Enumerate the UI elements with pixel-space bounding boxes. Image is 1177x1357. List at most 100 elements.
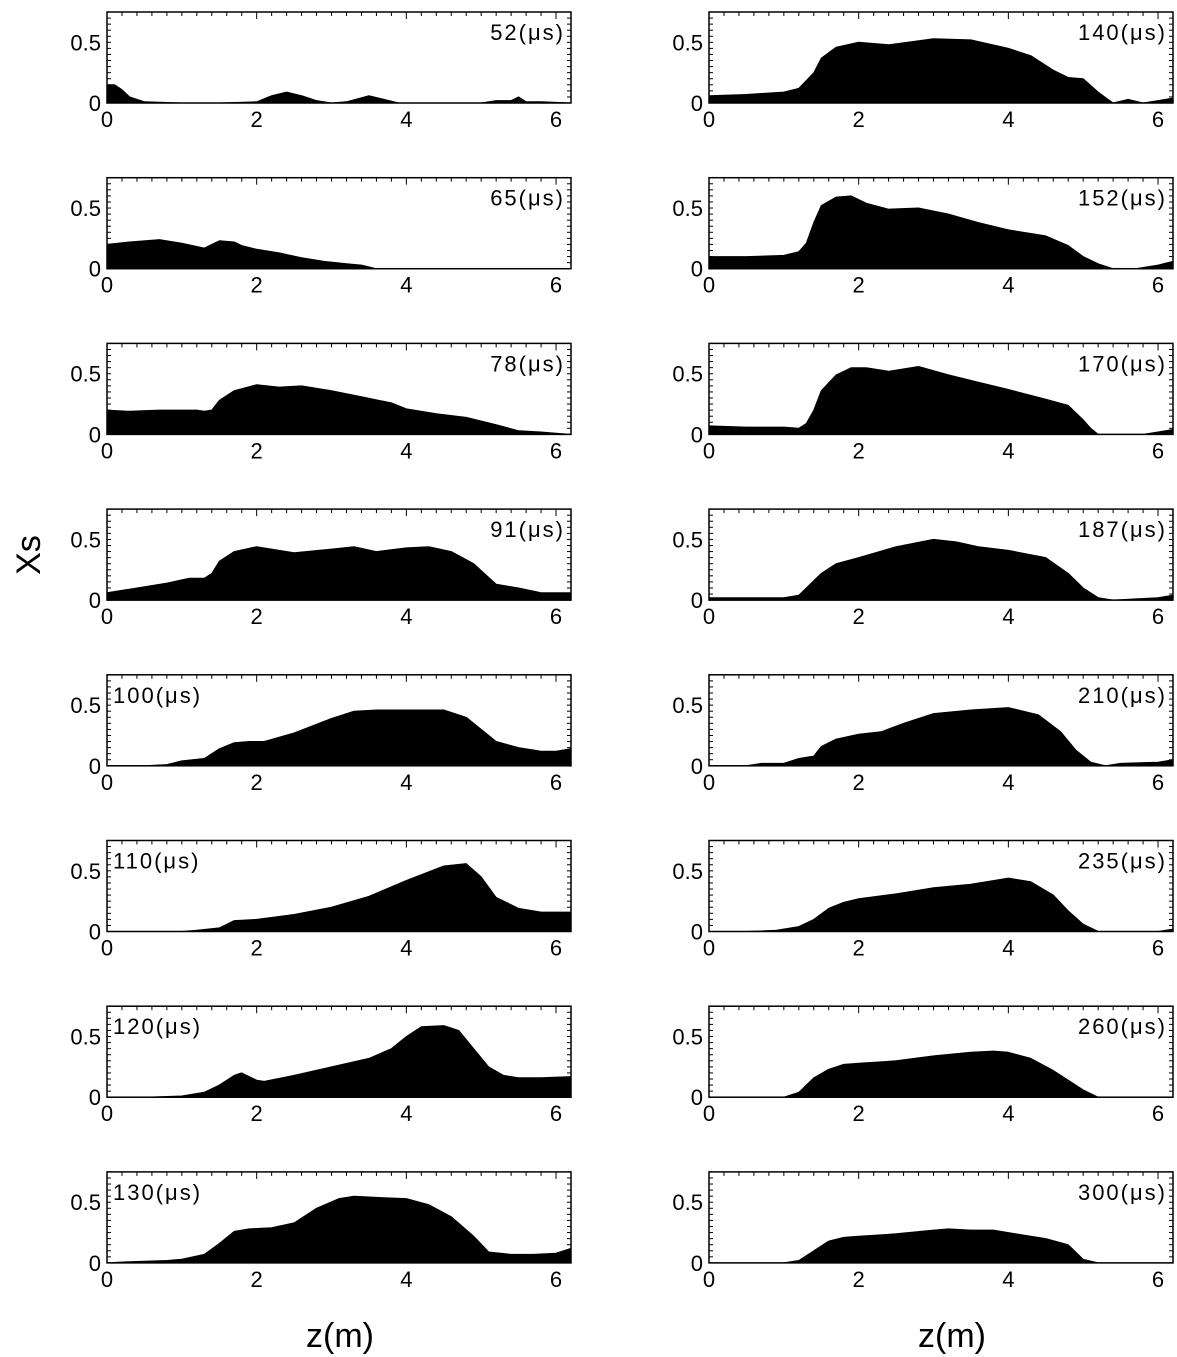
panel-10: 0 2 4 6 0 0.5 152(μs) [672,176,1174,298]
y-tick-label: 0.5 [70,693,101,718]
y-tick-label: 0.5 [672,859,703,884]
time-label: 260(μs) [1078,1014,1167,1039]
x-tick-label: 0 [703,1101,715,1126]
y-tick-label: 0.5 [70,527,101,552]
y-tick-label: 0 [691,257,703,282]
y-tick-label: 0.5 [672,1025,703,1050]
plot-frame [708,11,1174,104]
x-tick-label: 4 [400,936,412,961]
x-tick-label: 0 [101,1267,113,1292]
x-tick-label: 6 [550,273,562,298]
area-fill [708,877,1174,932]
y-tick-label: 0 [89,588,101,613]
time-label: 152(μs) [1078,186,1167,211]
x-tick-label: 0 [703,438,715,463]
x-tick-label: 4 [400,273,412,298]
x-tick-label: 6 [1152,438,1164,463]
x-tick-label: 6 [1152,936,1164,961]
y-tick-label: 0 [89,754,101,779]
area-fill [106,546,572,601]
panels: 0 2 4 6 0 0.5 52(μs) 0 2 4 6 0 0.5 65(μs) 0 2 4 6 0 0.5 78(μ… [70,11,1174,1292]
y-tick-label: 0.5 [672,527,703,552]
panel-12: 0 2 4 6 0 0.5 187(μs) [672,508,1174,629]
area-fill [106,239,572,270]
x-tick-label: 0 [703,1267,715,1292]
x-tick-label: 2 [853,1267,865,1292]
y-tick-label: 0.5 [70,30,101,55]
panel-16: 0 2 4 6 0 0.5 300(μs) [672,1171,1174,1292]
x-tick-label: 0 [101,273,113,298]
y-tick-label: 0.5 [672,196,703,221]
plot-frame [106,342,572,436]
y-tick-label: 0.5 [70,859,101,884]
y-tick-label: 0 [691,1085,703,1110]
x-tick-label: 0 [101,438,113,463]
x-tick-label: 2 [251,1267,263,1292]
plot-frame [106,674,572,767]
x-tick-label: 4 [1002,770,1014,795]
plot-frame [708,1171,1174,1264]
panel-4: 0 2 4 6 0 0.5 91(μs) [70,508,572,629]
x-tick-label: 6 [550,438,562,463]
x-tick-label: 2 [853,438,865,463]
area-fill [708,1050,1174,1098]
x-tick-label: 4 [1002,604,1014,629]
y-tick-label: 0 [89,920,101,945]
y-tick-label: 0 [691,588,703,613]
time-label: 110(μs) [113,849,200,874]
area-fill [106,709,572,767]
plot-frame [106,11,572,104]
x-tick-label: 0 [101,107,113,132]
y-tick-label: 0 [89,1085,101,1110]
panel-1: 0 2 4 6 0 0.5 52(μs) [70,11,572,132]
panel-15: 0 2 4 6 0 0.5 260(μs) [672,1005,1174,1126]
x-tick-label: 2 [853,770,865,795]
time-label: 78(μs) [490,351,565,376]
area-fill [708,538,1174,601]
time-label: 235(μs) [1078,849,1167,874]
time-label: 187(μs) [1078,517,1167,542]
y-tick-label: 0.5 [70,196,101,221]
x-tick-label: 0 [703,273,715,298]
area-fill [106,84,572,104]
plot-frame [708,508,1174,601]
plot-frame [106,508,572,601]
y-tick-label: 0 [89,257,101,282]
panel-3: 0 2 4 6 0 0.5 78(μs) [70,342,572,463]
x-tick-label: 4 [400,107,412,132]
x-tick-label: 4 [1002,107,1014,132]
time-label: 210(μs) [1078,683,1167,708]
area-fill [106,1195,572,1264]
x-tick-label: 4 [1002,1267,1014,1292]
time-label: 52(μs) [490,20,565,45]
x-tick-label: 0 [703,107,715,132]
x-tick-label: 2 [251,273,263,298]
time-label: 140(μs) [1078,20,1167,45]
plot-frame [106,1005,572,1098]
x-tick-label: 4 [400,438,412,463]
time-label: 65(μs) [490,186,565,211]
plot-frame [106,839,572,933]
x-tick-label: 0 [703,604,715,629]
y-tick-label: 0 [691,920,703,945]
time-label: 100(μs) [113,683,202,708]
plot-frame [106,176,572,270]
x-tick-label: 0 [101,1101,113,1126]
time-label: 130(μs) [113,1180,202,1205]
y-tick-label: 0 [89,91,101,116]
x-tick-label: 4 [400,604,412,629]
x-tick-label: 2 [251,107,263,132]
x-tick-label: 0 [101,604,113,629]
x-tick-label: 6 [550,107,562,132]
x-tick-label: 6 [550,1267,562,1292]
x-tick-label: 4 [1002,1101,1014,1126]
y-tick-label: 0.5 [672,1190,703,1215]
panel-14: 0 2 4 6 0 0.5 235(μs) [672,839,1174,961]
x-tick-label: 2 [251,936,263,961]
area-fill [708,707,1174,767]
y-axis-title: Xs [10,535,48,575]
panel-9: 0 2 4 6 0 0.5 140(μs) [672,11,1174,132]
x-tick-label: 2 [853,1101,865,1126]
area-fill [708,38,1174,104]
